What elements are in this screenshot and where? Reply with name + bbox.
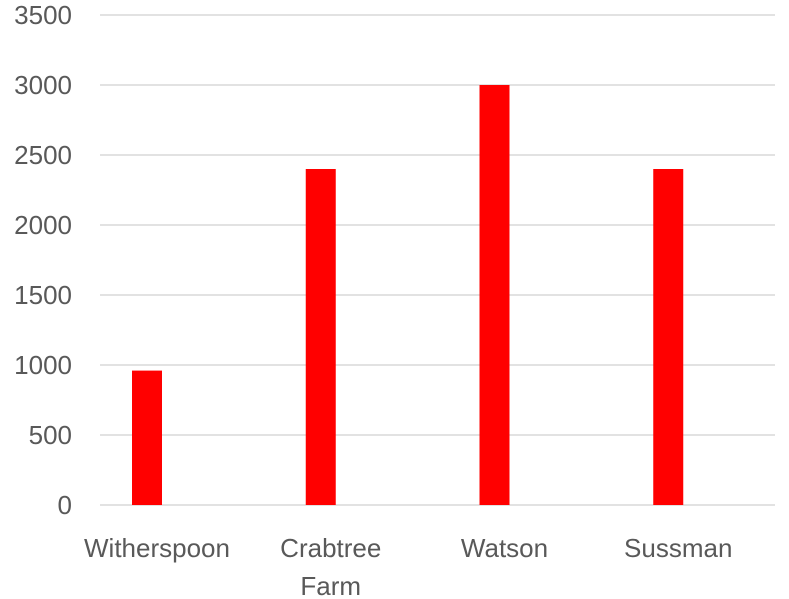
y-tick-label: 1000 <box>14 350 72 380</box>
y-axis-tick-labels: 0 500 1000 1500 2000 2500 3000 3500 <box>14 0 72 520</box>
x-axis-category-labels: Witherspoon Crabtree Farm Watson Sussman <box>84 533 732 599</box>
y-tick-label: 1500 <box>14 280 72 310</box>
x-category-label: Witherspoon <box>84 533 230 563</box>
y-tick-label: 3000 <box>14 70 72 100</box>
bar-sussman <box>653 169 684 505</box>
bar-watson <box>479 85 510 505</box>
x-category-label-line: Sussman <box>624 533 732 563</box>
x-category-label-line: Watson <box>461 533 548 563</box>
x-category-label-line: Crabtree <box>280 533 381 563</box>
bar-witherspoon <box>132 370 162 505</box>
x-category-label-line: Farm <box>300 571 361 599</box>
y-tick-label: 2500 <box>14 140 72 170</box>
y-tick-label: 2000 <box>14 210 72 240</box>
y-tick-label: 500 <box>29 420 72 450</box>
bar-crabtree-farm <box>305 169 336 505</box>
x-category-label: Sussman <box>624 533 732 563</box>
y-tick-label: 3500 <box>14 0 72 30</box>
bars <box>132 85 684 505</box>
x-category-label: Watson <box>461 533 548 563</box>
gridlines <box>100 14 775 506</box>
x-category-label-line: Witherspoon <box>84 533 230 563</box>
y-tick-label: 0 <box>58 490 72 520</box>
x-category-label: Crabtree Farm <box>280 533 381 599</box>
